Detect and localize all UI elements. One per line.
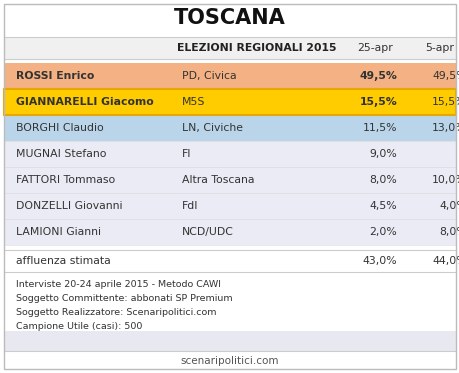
Bar [4, 167, 455, 193]
Text: ELEZIONI REGIONALI 2015: ELEZIONI REGIONALI 2015 [176, 43, 336, 53]
Text: 49,5%: 49,5% [358, 71, 397, 81]
Bar [4, 219, 455, 245]
Bar [4, 37, 455, 59]
Text: 15,5%: 15,5% [431, 97, 459, 107]
Text: 44,0%: 44,0% [431, 256, 459, 266]
Text: Soggetto Committente: abbonati SP Premium: Soggetto Committente: abbonati SP Premiu… [16, 294, 232, 303]
Text: Soggetto Realizzatore: Scenaripolitici.com: Soggetto Realizzatore: Scenaripolitici.c… [16, 308, 216, 317]
Text: TOSCANA: TOSCANA [174, 9, 285, 28]
Text: ROSSI Enrico: ROSSI Enrico [16, 71, 94, 81]
Bar [4, 141, 455, 167]
Text: FATTORI Tommaso: FATTORI Tommaso [16, 175, 115, 185]
Text: 4,0%: 4,0% [438, 201, 459, 211]
Text: BORGHI Claudio: BORGHI Claudio [16, 123, 104, 133]
Text: 13,0%: 13,0% [431, 123, 459, 133]
Text: 25-apr: 25-apr [357, 43, 392, 53]
Text: PD, Civica: PD, Civica [181, 71, 236, 81]
Text: 43,0%: 43,0% [362, 256, 397, 266]
Bar [4, 331, 455, 351]
Text: Interviste 20-24 aprile 2015 - Metodo CAWI: Interviste 20-24 aprile 2015 - Metodo CA… [16, 280, 221, 289]
Text: M5S: M5S [181, 97, 205, 107]
Text: 8,0%: 8,0% [438, 227, 459, 237]
Bar [4, 63, 455, 89]
Text: affluenza stimata: affluenza stimata [16, 256, 111, 266]
Text: 2,0%: 2,0% [369, 227, 397, 237]
Text: 15,5%: 15,5% [359, 97, 397, 107]
Text: GIANNARELLI Giacomo: GIANNARELLI Giacomo [16, 97, 153, 107]
Text: 5-apr: 5-apr [424, 43, 453, 53]
Text: 10,0%: 10,0% [431, 175, 459, 185]
Text: 8,0%: 8,0% [369, 175, 397, 185]
Bar [4, 193, 455, 219]
Bar [4, 89, 455, 115]
Text: 49,5%: 49,5% [431, 71, 459, 81]
Bar [4, 115, 455, 141]
Text: FI: FI [181, 149, 191, 159]
Text: Campione Utile (casi): 500: Campione Utile (casi): 500 [16, 322, 142, 331]
Bar [4, 89, 455, 115]
Text: MUGNAI Stefano: MUGNAI Stefano [16, 149, 106, 159]
Text: DONZELLI Giovanni: DONZELLI Giovanni [16, 201, 123, 211]
Text: Altra Toscana: Altra Toscana [181, 175, 254, 185]
Text: 4,5%: 4,5% [369, 201, 397, 211]
Text: 9,0%: 9,0% [369, 149, 397, 159]
Text: scenaripolitici.com: scenaripolitici.com [180, 356, 279, 366]
Text: FdI: FdI [181, 201, 198, 211]
Text: LAMIONI Gianni: LAMIONI Gianni [16, 227, 101, 237]
Text: 11,5%: 11,5% [362, 123, 397, 133]
Text: LN, Civiche: LN, Civiche [181, 123, 242, 133]
Text: NCD/UDC: NCD/UDC [181, 227, 233, 237]
